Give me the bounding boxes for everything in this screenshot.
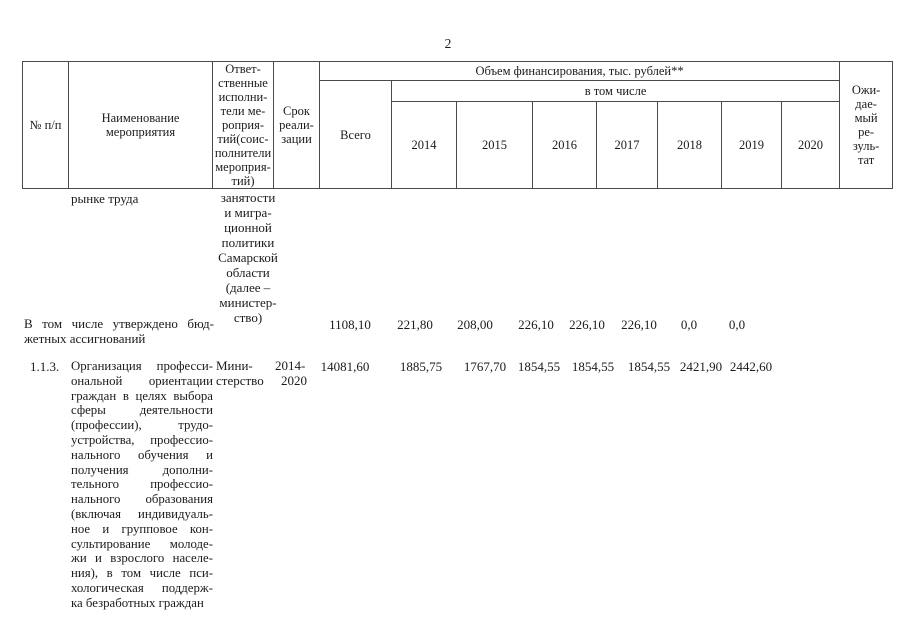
item-113-measure-name: Организация професси-ональной ориентации…	[71, 359, 213, 611]
item-113-value-2019: 2421,90	[679, 359, 723, 374]
text-line: роприя-	[221, 118, 265, 132]
text-line: исполни-	[218, 90, 268, 104]
text-line: В том числе утверждено бюд-	[24, 316, 214, 331]
header-row-1: № п/п Наименование мероприятия Ответ-ств…	[22, 61, 894, 189]
text-line: Мини-	[216, 358, 253, 373]
text-line: занятости	[220, 190, 276, 205]
text-line: жи и взрослого населе-	[71, 551, 213, 566]
text-line: сферы деятельности	[71, 403, 213, 418]
header-col-executors: Ответ-ственные исполни-тели ме-роприя-тий…	[212, 61, 274, 189]
text-line: нального обучения и	[71, 447, 213, 462]
budget-row-values: 1108,10 221,80 208,00 226,10 226,10 226,…	[0, 317, 905, 332]
item-113-value-2020: 2442,60	[729, 359, 773, 374]
text-line: области	[226, 265, 270, 280]
text-line: получения дополни-	[71, 462, 213, 477]
header-col-total: Всего	[319, 80, 392, 189]
budget-value-total: 1108,10	[329, 317, 371, 332]
text-line: ственные	[218, 76, 268, 90]
text-line: (включая индивидуаль-	[71, 506, 213, 521]
text-line: Организация професси-	[71, 359, 213, 373]
text-line: (далее –	[225, 280, 271, 295]
text-line: ния), в том числе пси-	[71, 566, 213, 581]
text-line: ональной ориентации	[71, 373, 213, 388]
budget-value-2018: 226,10	[621, 317, 657, 332]
item-113-value-2015: 1767,70	[463, 359, 507, 374]
header-row-2: Всего в том числе	[23, 80, 893, 189]
text-line: дае-	[855, 97, 877, 111]
header-col-result: Ожи-дае-мый ре-зуль-тат	[839, 61, 894, 189]
header-col-term: Срок реали- зации	[273, 61, 320, 189]
item-113-value-2014: 1885,75	[399, 359, 443, 374]
text-line: ре-	[858, 125, 875, 139]
header-year-2019: 2019	[721, 101, 782, 189]
text-line: Ожи-	[851, 83, 881, 97]
text-line: мероприя-	[215, 160, 271, 174]
header-year-2016: 2016	[532, 101, 597, 189]
text-line: устройства, профессио-	[71, 432, 213, 447]
header-year-2018: 2018	[657, 101, 722, 189]
item-113-values: 14081,60 1885,75 1767,70 1854,55 1854,55…	[0, 359, 905, 374]
text-line: сультирование молоде-	[71, 536, 213, 551]
carryover-measure-name: рынке труда	[71, 191, 139, 206]
header-year-2020: 2020	[780, 101, 841, 189]
text-line: зуль-	[852, 139, 880, 153]
budget-value-2014: 221,80	[397, 317, 433, 332]
text-line: (профессии), трудо-	[71, 418, 213, 433]
text-line: тат	[857, 153, 875, 167]
header-col-name: Наименование мероприятия	[68, 61, 213, 189]
text-line: мый	[854, 111, 878, 125]
header-financing-title: Объем финансирования, тыс. рублей**	[318, 61, 841, 81]
item-113-executor: Мини-стерство	[216, 358, 276, 389]
text-line: тий)	[231, 174, 255, 188]
text-line: стерство	[216, 372, 264, 388]
item-113-value-total: 14081,60	[320, 359, 370, 374]
item-113-value-2018: 1854,55	[627, 359, 671, 374]
header-year-2014: 2014	[391, 101, 457, 189]
text-line: Самарской	[218, 250, 278, 265]
text-line: 2020	[281, 372, 307, 388]
header-col-number: № п/п	[22, 61, 69, 189]
text-line: тели ме-	[220, 104, 266, 118]
budget-value-2017: 226,10	[569, 317, 605, 332]
header-year-2015: 2015	[456, 101, 533, 189]
text-line: политики	[221, 235, 275, 250]
page-number: 2	[444, 36, 452, 51]
carryover-executor: занятости и мигра-ционной политики Самарско…	[205, 190, 291, 325]
text-line: тий(соис-	[217, 132, 269, 146]
header-year-2017: 2017	[596, 101, 658, 189]
text-line: тельного профессио-	[71, 477, 213, 492]
budget-value-2015: 208,00	[457, 317, 493, 332]
item-113-value-2016: 1854,55	[517, 359, 561, 374]
budget-row-label: В том числе утверждено бюд-жетных ассигн…	[24, 316, 214, 346]
text-line: жетных ассигнований	[24, 331, 146, 347]
text-line: ционной	[224, 220, 272, 235]
item-113-value-2017: 1854,55	[571, 359, 615, 374]
header-row-years: 2014 2015 2016 2017 2018 2019 2020	[23, 101, 893, 189]
text-line: ка безработных граждан	[71, 595, 204, 610]
text-line: и мигра-	[224, 205, 272, 220]
financing-table-header: № п/п Наименование мероприятия Ответ-ств…	[22, 61, 894, 189]
header-including: в том числе	[390, 80, 841, 102]
text-line: граждан в целях выбора	[71, 388, 213, 403]
item-113-number: 1.1.3.	[30, 359, 60, 374]
text-line: полнители	[214, 146, 272, 160]
budget-value-2019: 0,0	[680, 317, 698, 332]
text-line: ство)	[233, 310, 263, 325]
budget-value-2020: 0,0	[728, 317, 746, 332]
text-line: ное и групповое кон-	[71, 521, 213, 536]
text-line: нального образования	[71, 492, 213, 507]
item-113-term: 2014- 2020	[275, 358, 319, 389]
text-line: хологическая поддерж-	[71, 580, 213, 595]
text-line: министер-	[219, 295, 277, 310]
text-line: Ответ-	[225, 62, 261, 77]
budget-value-2016: 226,10	[518, 317, 554, 332]
text-line: 2014-	[275, 358, 306, 373]
